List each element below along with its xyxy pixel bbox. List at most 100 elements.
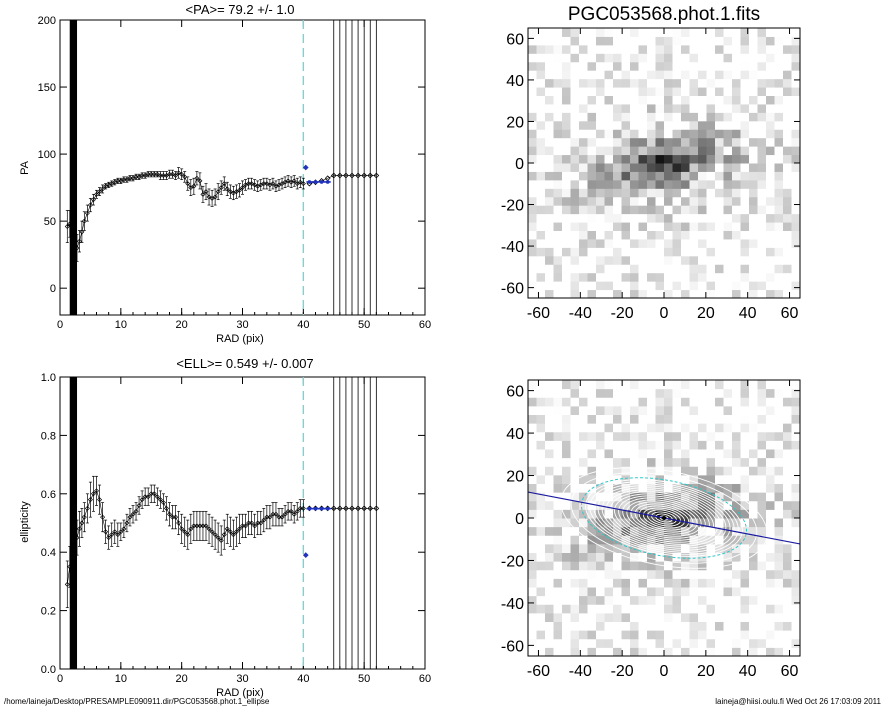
image-pixel — [774, 518, 784, 528]
image-pixel — [698, 179, 707, 189]
image-pixel — [740, 500, 750, 510]
image-pixel — [647, 44, 656, 54]
image-pixel — [630, 587, 639, 597]
image-pixel — [604, 431, 614, 441]
image-pixel — [630, 561, 639, 571]
image-pixel — [749, 457, 758, 467]
image-pixel — [604, 238, 614, 248]
image-pixel — [732, 289, 741, 298]
image-pixel — [757, 630, 767, 640]
image-pixel — [579, 492, 588, 502]
data-point — [191, 183, 197, 189]
image-pixel — [528, 103, 537, 113]
image-pixel — [630, 95, 639, 105]
image-pixel — [596, 61, 605, 71]
image-pixel — [715, 137, 724, 147]
image-pixel — [774, 205, 784, 215]
image-pixel — [715, 561, 724, 571]
image-pixel — [570, 405, 580, 415]
y-tick-label: 0.4 — [41, 547, 56, 559]
image-pixel — [613, 380, 622, 390]
image-pixel — [655, 222, 665, 231]
image-pixel — [715, 163, 724, 172]
image-pixel — [587, 205, 597, 215]
fit-point — [319, 506, 324, 511]
image-pixel — [791, 78, 800, 88]
image-pixel — [562, 272, 571, 282]
image-pixel — [774, 405, 784, 415]
image-pixel — [621, 146, 631, 156]
image-pixel — [621, 449, 631, 459]
image-pixel — [664, 526, 673, 536]
image-pixel — [613, 457, 622, 467]
image-pixel — [791, 449, 800, 459]
image-pixel — [766, 44, 775, 54]
image-pixel — [706, 154, 716, 164]
image-pixel — [757, 561, 767, 571]
y-tick-label: 20 — [506, 114, 524, 131]
data-point — [151, 491, 157, 497]
image-pixel — [783, 492, 792, 502]
image-pixel — [757, 281, 767, 291]
image-pixel — [570, 500, 580, 510]
image-pixel — [749, 414, 758, 424]
image-pixel — [604, 53, 614, 63]
image-pixel — [766, 213, 775, 223]
image-pixel — [672, 500, 682, 510]
image-pixel — [587, 552, 597, 562]
image-pixel — [774, 281, 784, 291]
image-pixel — [757, 423, 767, 433]
image-pixel — [757, 380, 767, 390]
image-pixel — [698, 457, 707, 467]
image-pixel — [638, 213, 648, 223]
image-pixel — [587, 518, 597, 528]
image-pixel — [647, 431, 656, 441]
image-pixel — [536, 483, 546, 493]
image-pixel — [553, 543, 563, 553]
image-pixel — [570, 466, 580, 476]
image-pixel — [579, 500, 588, 510]
image-pixel — [536, 163, 546, 172]
image-pixel — [570, 230, 580, 240]
image-pixel — [672, 196, 682, 206]
image-pixel — [570, 431, 580, 441]
image-pixel — [655, 405, 665, 415]
image-pixel — [528, 230, 537, 240]
image-pixel — [536, 95, 546, 105]
image-pixel — [647, 466, 656, 476]
image-pixel — [715, 78, 724, 88]
fit-point — [319, 180, 324, 184]
image-pixel — [723, 638, 733, 648]
image-pixel — [706, 492, 716, 502]
image-pixel — [740, 44, 750, 54]
image-pixel — [553, 78, 563, 88]
image-pixel — [587, 388, 597, 398]
image-pixel — [562, 163, 571, 172]
image-pixel — [545, 78, 554, 88]
image-pixel — [706, 28, 716, 37]
image-pixel — [723, 569, 733, 579]
image-pixel — [536, 213, 546, 223]
image-pixel — [562, 154, 571, 164]
image-pixel — [757, 120, 767, 130]
image-pixel — [749, 289, 758, 298]
image-pixel — [706, 188, 716, 198]
image-pixel — [672, 380, 682, 390]
image-pixel — [621, 423, 631, 433]
image-pixel — [604, 196, 614, 206]
image-pixel — [630, 255, 639, 265]
image-pixel — [621, 621, 631, 631]
image-pixel — [664, 61, 673, 71]
image-pixel — [587, 509, 597, 519]
image-pixel — [579, 44, 588, 54]
image-pixel — [715, 272, 724, 282]
image-pixel — [740, 53, 750, 63]
image-pixel — [613, 647, 622, 656]
image-pixel — [689, 146, 699, 156]
image-pixel — [749, 196, 758, 206]
image-pixel — [715, 289, 724, 298]
image-pixel — [528, 61, 537, 71]
image-pixel — [783, 255, 792, 265]
image-pixel — [766, 281, 775, 291]
